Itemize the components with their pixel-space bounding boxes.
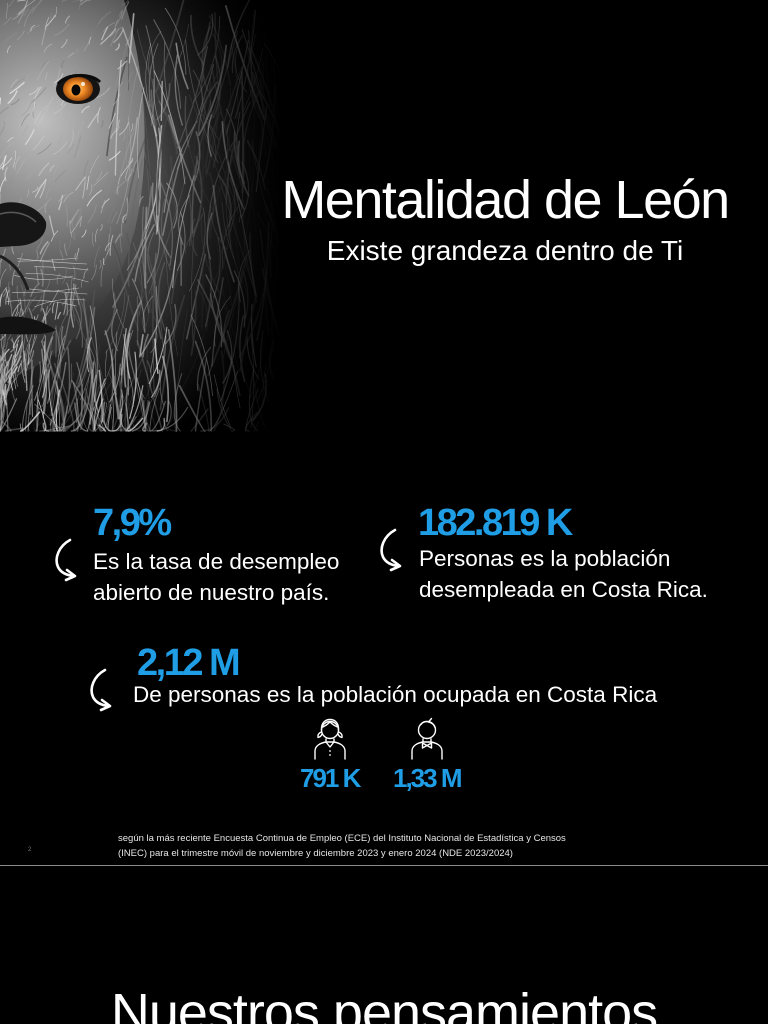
source-footnote: según la más reciente Encuesta Continua …: [118, 831, 566, 861]
stats-slide: 7,9% Es la tasa de desempleo abierto de …: [0, 432, 768, 865]
unemployment-rate-value: 7,9%: [93, 502, 172, 544]
unemployed-line2: desempleada en Costa Rica.: [419, 577, 708, 602]
cover-slide: Mentalidad de León Existe grandeza dentr…: [0, 0, 768, 432]
unemployment-rate-description: Es la tasa de desempleo abierto de nuest…: [93, 546, 339, 608]
curved-arrow-icon: [55, 538, 77, 582]
women-employed-value: 791 K: [300, 763, 361, 793]
unemployed-value: 182.819 K: [418, 502, 573, 544]
curved-arrow-icon: [90, 668, 112, 712]
employed-description: De personas es la población ocupada en C…: [133, 682, 658, 707]
unemployment-rate-line1: Es la tasa de desempleo: [93, 549, 340, 574]
unemployed-line1: Personas es la población: [419, 546, 671, 571]
employed-value: 2,12 M: [137, 642, 241, 684]
slide-number: 2: [28, 847, 32, 853]
page-divider: [0, 865, 768, 866]
footnote-line1: según la más reciente Encuesta Continua …: [118, 833, 566, 844]
men-employed-value: 1,33 M: [393, 763, 462, 793]
woman-icon: [314, 718, 346, 760]
lion-image: [0, 0, 290, 432]
next-slide-title: Nuestros pensamientos: [110, 986, 658, 1024]
curved-arrow-icon: [380, 528, 402, 572]
next-slide: Nuestros pensamientos: [0, 866, 768, 1024]
unemployed-description: Personas es la población desempleada en …: [419, 543, 708, 605]
man-icon: [411, 717, 443, 760]
cover-title: Mentalidad de León: [281, 170, 730, 230]
unemployment-rate-line2: abierto de nuestro país.: [93, 580, 330, 605]
lion-fade: [0, 0, 290, 432]
cover-subtitle: Existe grandeza dentro de Ti: [326, 235, 684, 266]
footnote-line2: (INEC) para el trimestre móvil de noviem…: [118, 848, 513, 859]
